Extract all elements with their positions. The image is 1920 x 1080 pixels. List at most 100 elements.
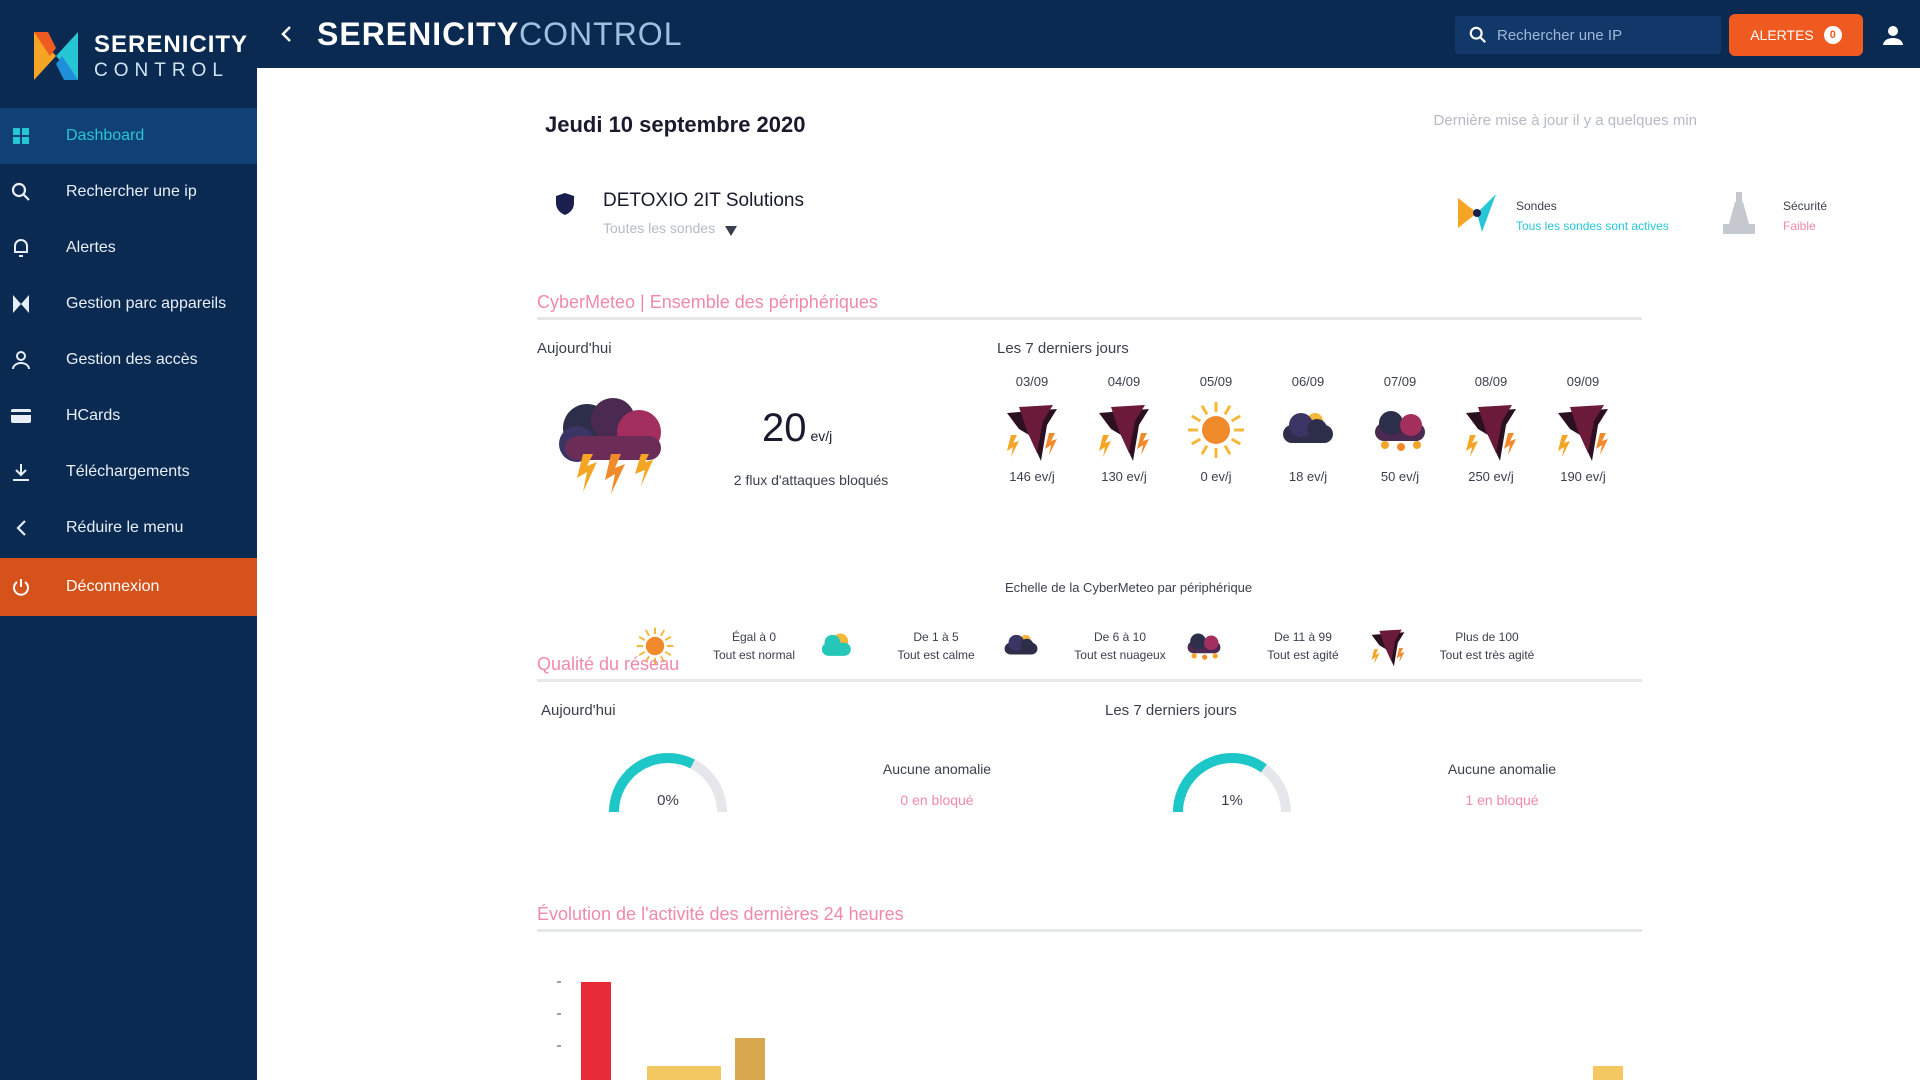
sidebar-item-access[interactable]: Gestion des accès: [0, 332, 257, 388]
forecast-value: 130 ev/j: [1101, 469, 1147, 484]
legend-range: De 6 à 10: [1093, 630, 1147, 644]
storm-icon: [1089, 395, 1159, 465]
alerts-button-label: ALERTES: [1750, 27, 1814, 43]
sidebar-item-dashboard[interactable]: Dashboard: [0, 108, 257, 164]
today-event-count: 20 ev/j: [762, 406, 833, 450]
forecast-value: 190 ev/j: [1560, 469, 1606, 484]
week-label: Les 7 derniers jours: [997, 340, 1129, 357]
activity-section-title: Évolution de l'activité des dernières 24…: [537, 904, 1642, 932]
devices-icon: [10, 293, 32, 315]
shield-icon: [555, 192, 575, 216]
chart-bar: [581, 982, 611, 1080]
storm-icon: [547, 388, 677, 498]
organization-name: DETOXIO 2IT Solutions: [603, 190, 804, 211]
sidebar-item-devices[interactable]: Gestion parc appareils: [0, 276, 257, 332]
sidebar-item-search-ip[interactable]: Rechercher une ip: [0, 164, 257, 220]
forecast-value: 250 ev/j: [1468, 469, 1514, 484]
forecast-date: 03/09: [1015, 374, 1049, 389]
sidebar-nav: Dashboard Rechercher une ip Alertes Gest…: [0, 108, 257, 616]
sidebar-item-label: Téléchargements: [66, 463, 190, 480]
cloud-icon: [998, 623, 1044, 669]
top-bar: SERENICITYCONTROL ALERTES 0: [257, 0, 1920, 68]
forecast-value: 50 ev/j: [1380, 469, 1420, 484]
sidebar-item-label: HCards: [66, 407, 121, 424]
forecast-day: 07/09 50 ev/j: [1362, 374, 1438, 484]
forecast-day: 05/09 0 ev/j: [1178, 374, 1254, 484]
cybermeteo-section-title: CyberMeteo | Ensemble des périphériques: [537, 292, 1642, 320]
chevron-left-icon[interactable]: [279, 24, 295, 44]
chart-bar: [691, 1066, 721, 1080]
rain-icon: [1365, 395, 1435, 465]
forecast-value: 146 ev/j: [1009, 469, 1055, 484]
legend-range: Égal à 0: [731, 630, 777, 644]
search-icon: [10, 181, 32, 203]
today-label: Aujourd'hui: [537, 340, 612, 357]
legend-range: De 11 à 99: [1274, 630, 1332, 644]
sidebar-item-hcards[interactable]: HCards: [0, 388, 257, 444]
sidebar: SERENICITY CONTROL Dashboard Rechercher …: [0, 0, 257, 1080]
network-quality-section-title: Qualité du réseau: [537, 654, 1642, 682]
gauge-today-value: 0%: [657, 792, 679, 809]
chart-bar: [735, 1038, 765, 1080]
chart-bar: [1593, 1066, 1623, 1080]
forecast-day: 03/09 146 ev/j: [994, 374, 1070, 484]
cloud-sun-icon: [814, 623, 860, 669]
today-note: 2 flux d'attaques bloqués: [733, 472, 889, 488]
gauge-today-note: Aucune anomalie 0 en bloqué: [882, 761, 992, 808]
probes-label: Sondes: [1516, 198, 1557, 213]
chevron-left-icon: [10, 517, 32, 539]
alerts-button[interactable]: ALERTES 0: [1729, 14, 1863, 56]
forecast-day: 04/09 130 ev/j: [1086, 374, 1162, 484]
legend-item: De 11 à 99 Tout est agité: [1181, 623, 1363, 669]
search-box: [1455, 16, 1721, 54]
sidebar-item-collapse-menu[interactable]: Réduire le menu: [0, 500, 257, 556]
forecast-date: 07/09: [1383, 374, 1417, 389]
search-input[interactable]: [1497, 26, 1707, 44]
sidebar-item-label: Rechercher une ip: [66, 183, 197, 200]
storm-icon: [1456, 395, 1526, 465]
caret-down-icon: [725, 223, 738, 236]
app-logo[interactable]: SERENICITY CONTROL: [30, 22, 248, 90]
sidebar-item-logout[interactable]: Déconnexion: [0, 558, 257, 616]
forecast-date: 06/09: [1291, 374, 1325, 389]
legend-item: Plus de 100 Tout est très agité: [1365, 623, 1547, 669]
forecast-date: 04/09: [1107, 374, 1141, 389]
user-icon[interactable]: [1882, 24, 1904, 46]
probes-value: Tous les sondes sont actives: [1516, 218, 1669, 233]
legend-range: Plus de 100: [1455, 630, 1519, 644]
logo-line1: SERENICITY: [94, 30, 249, 58]
security-value: Faible: [1783, 218, 1816, 233]
rain-icon: [1181, 623, 1227, 669]
activity-bar-chart: [557, 981, 1623, 1080]
storm-icon: [1365, 623, 1411, 669]
forecast-date: 08/09: [1474, 374, 1508, 389]
gauge-week-arc: [1173, 753, 1291, 813]
last-update: Dernière mise à jour il y a quelques min: [1433, 112, 1697, 129]
logo-line2: CONTROL: [94, 59, 229, 81]
forecast-value: 0 ev/j: [1200, 469, 1232, 484]
sidebar-item-label: Gestion parc appareils: [66, 295, 227, 312]
search-icon[interactable]: [1469, 26, 1487, 44]
forecast-value: 18 ev/j: [1288, 469, 1328, 484]
legend-item: De 6 à 10 Tout est nuageux: [998, 623, 1180, 669]
security-status: Sécurité Faible: [1717, 188, 1827, 243]
current-date: Jeudi 10 septembre 2020: [545, 112, 806, 137]
main-content: Jeudi 10 septembre 2020 Dernière mise à …: [257, 68, 1920, 1080]
sidebar-item-label: Gestion des accès: [66, 351, 198, 368]
legend-description: Tout est agité: [1267, 648, 1339, 662]
sidebar-item-label: Dashboard: [66, 127, 145, 144]
cloud-icon: [1273, 395, 1343, 465]
sidebar-item-alerts[interactable]: Alertes: [0, 220, 257, 276]
sidebar-item-label: Déconnexion: [66, 578, 160, 595]
legend-item: Égal à 0 Tout est normal: [632, 623, 814, 669]
storm-icon: [1548, 395, 1618, 465]
sidebar-item-label: Alertes: [66, 239, 116, 256]
probes-status: Sondes Tous les sondes sont actives: [1452, 188, 1669, 243]
sidebar-item-downloads[interactable]: Téléchargements: [0, 444, 257, 500]
storm-icon: [997, 395, 1067, 465]
legend-range: De 1 à 5: [913, 630, 959, 644]
sun-icon: [632, 623, 678, 669]
probe-selector[interactable]: Toutes les sondes: [603, 220, 738, 236]
legend-item: De 1 à 5 Tout est calme: [814, 623, 996, 669]
download-icon: [10, 461, 32, 483]
